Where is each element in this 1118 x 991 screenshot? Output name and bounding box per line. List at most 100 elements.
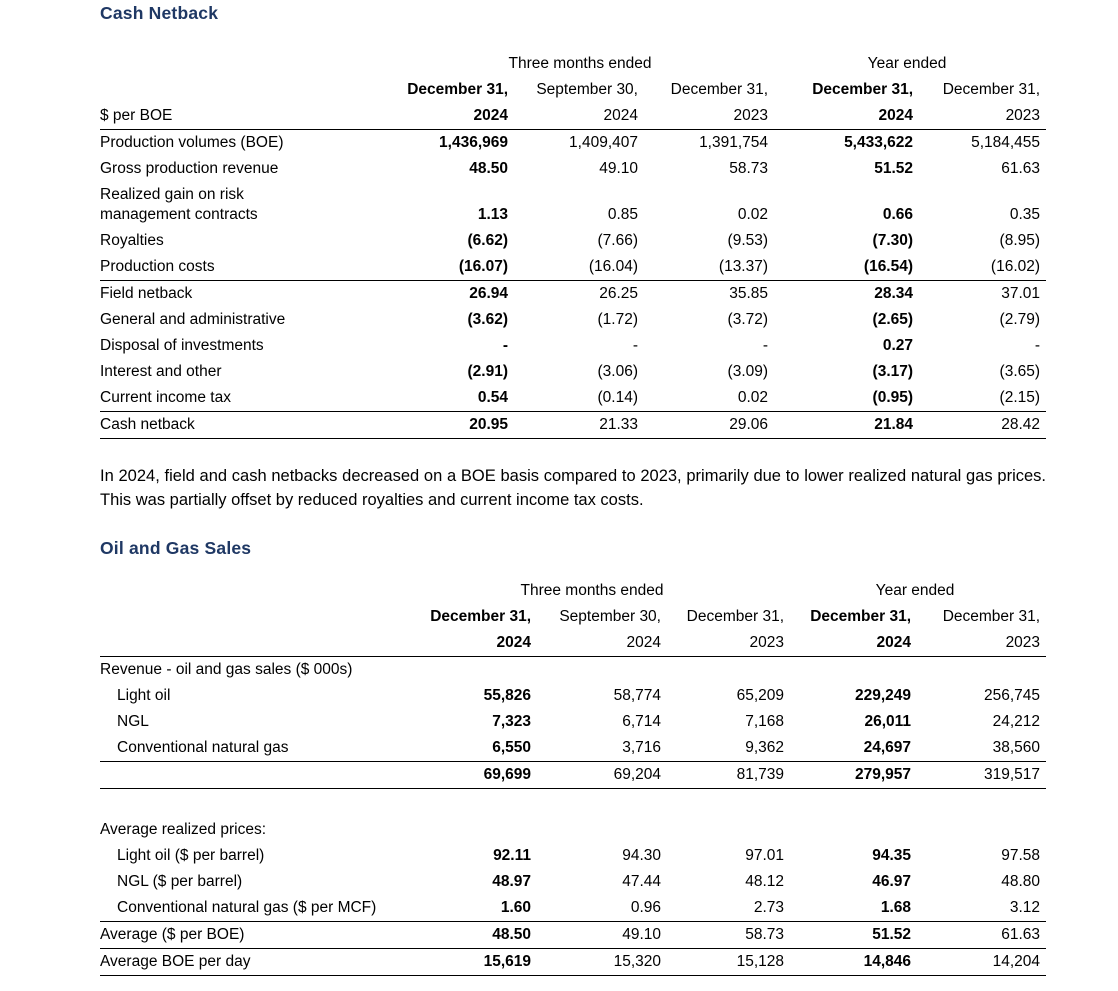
table-row: Average BOE per day 15,619 15,320 15,128 14,…	[100, 948, 1047, 976]
date-header: December 31,	[810, 608, 912, 625]
year-header-row: 2024 2024 2023 2024 2023	[100, 630, 1047, 657]
value-cell: 256,745	[984, 687, 1041, 704]
value-cell: (3.72)	[727, 311, 769, 328]
table-row: Interest and other (2.91) (3.06) (3.09) (3.1…	[100, 359, 1046, 385]
value-cell: 5,433,622	[844, 134, 914, 151]
year-header: 2023	[917, 630, 1047, 657]
value-cell	[537, 657, 667, 684]
value-cell: 35.85	[729, 285, 769, 302]
value-cell: (3.06)	[597, 363, 639, 380]
oil-gas-sales-table: Three months ended Year ended December 3…	[100, 578, 1047, 976]
value-cell: (16.07)	[392, 254, 514, 281]
date-header-row: December 31, September 30, December 31, …	[100, 604, 1046, 630]
value-cell: (3.62)	[467, 311, 509, 328]
value-cell: (2.91)	[467, 363, 509, 380]
value-cell: 14,204	[917, 948, 1047, 976]
value-cell: (7.30)	[872, 232, 914, 249]
table-row: Disposal of investments - - - 0.27 -	[100, 333, 1046, 359]
value-cell: 28.42	[919, 411, 1047, 439]
row-label: Average realized prices:	[100, 820, 266, 838]
value-cell: 6,714	[622, 713, 661, 730]
value-cell: 69,204	[537, 761, 667, 789]
value-cell: 15,320	[537, 948, 667, 976]
value-cell: 1.13	[477, 206, 508, 223]
row-label: Average BOE per day	[100, 948, 400, 976]
row-label: Production volumes (BOE)	[100, 134, 284, 151]
cash-netback-table: Three months ended Year ended December 3…	[100, 51, 1047, 439]
value-cell: 229,249	[855, 687, 912, 704]
value-cell: (9.53)	[727, 232, 769, 249]
value-cell: (2.65)	[872, 311, 914, 328]
value-cell: 61.63	[917, 921, 1047, 949]
value-cell: 48.80	[1001, 872, 1041, 890]
empty-cell	[100, 51, 392, 77]
table-row: Production volumes (BOE) 1,436,969 1,409,4…	[100, 130, 1046, 157]
value-cell: 24,697	[790, 735, 918, 762]
value-cell: 61.63	[1001, 160, 1041, 177]
empty-cell	[100, 604, 400, 630]
value-cell: 319,517	[917, 761, 1047, 789]
value-cell: (13.37)	[644, 254, 775, 281]
table-row: 69,699 69,204 81,739 279,957 319,517	[100, 761, 1047, 789]
row-label: Cash netback	[100, 411, 392, 439]
row-label: Revenue - oil and gas sales ($ 000s)	[100, 661, 353, 678]
table-row: Royalties (6.62) (7.66) (9.53) (7.30) (8.95)	[100, 228, 1046, 254]
year-header: 2023	[667, 630, 791, 657]
value-cell: (2.15)	[919, 385, 1047, 412]
group-header-row: Three months ended Year ended	[100, 51, 1046, 77]
value-cell: 1,391,754	[699, 134, 769, 151]
value-cell: 26,011	[864, 713, 912, 730]
row-label: Average ($ per BOE)	[100, 921, 400, 949]
table-row: Light oil ($ per barrel) 92.11 94.30 97.01 9…	[100, 843, 1046, 869]
row-label: Royalties	[100, 232, 164, 249]
value-cell	[537, 817, 667, 843]
row-label: Disposal of investments	[100, 337, 264, 354]
group-header-row: Three months ended Year ended	[100, 578, 1046, 604]
table-row: Field netback 26.94 26.25 35.85 28.34 37.01	[100, 281, 1046, 308]
value-cell: 0.02	[644, 385, 775, 412]
value-cell: (0.14)	[514, 385, 644, 412]
value-cell: 24,212	[992, 713, 1041, 730]
value-cell: 92.11	[493, 846, 531, 864]
value-cell: 0.66	[882, 206, 914, 223]
section-title-oil-and-gas-sales: Oil and Gas Sales	[100, 538, 252, 558]
row-label: Production costs	[100, 254, 392, 281]
year-header: 2024	[392, 103, 514, 130]
table-row: NGL ($ per barrel) 48.97 47.44 48.12 46.97 48…	[100, 869, 1046, 895]
value-cell: 48.50	[400, 921, 537, 949]
table-row: Average realized prices:	[100, 817, 1046, 843]
value-cell: 3.12	[917, 894, 1047, 922]
value-cell: 2.73	[667, 894, 791, 922]
value-cell: 0.35	[1009, 206, 1041, 223]
value-cell: 69,699	[400, 761, 537, 789]
row-label: Light oil	[117, 687, 171, 704]
value-cell: 49.10	[599, 160, 638, 177]
value-cell: (3.65)	[999, 363, 1041, 380]
report-page: Cash Netback Three months ended Year end…	[100, 3, 1047, 976]
table-row: Conventional natural gas ($ per MCF) 1.60…	[100, 894, 1047, 922]
value-cell: 94.35	[872, 846, 912, 864]
value-cell: 1,436,969	[439, 134, 508, 151]
value-cell: -	[1034, 337, 1041, 354]
row-label: Conventional natural gas	[100, 735, 400, 762]
value-cell	[400, 657, 537, 684]
year-header: 2024	[537, 630, 667, 657]
table-row: General and administrative (3.62) (1.72) (3…	[100, 307, 1046, 333]
row-label: Realized gain on risk management contrac…	[100, 186, 258, 223]
date-header: December 31,	[942, 608, 1041, 625]
value-cell: -	[762, 337, 769, 354]
year-header-row: $ per BOE 2024 2024 2023 2024 2023	[100, 103, 1047, 130]
row-label-header	[100, 630, 400, 657]
row-label: NGL	[117, 713, 149, 730]
value-cell: (2.79)	[999, 311, 1041, 328]
value-cell: 48.97	[492, 872, 531, 890]
spacer-cell	[100, 789, 1046, 817]
value-cell: 46.97	[872, 872, 912, 890]
value-cell: 94.30	[622, 846, 661, 864]
commentary-paragraph: In 2024, field and cash netbacks decreas…	[100, 467, 1046, 509]
row-label: NGL ($ per barrel)	[117, 872, 243, 890]
date-header: December 31,	[812, 81, 914, 98]
value-cell: (8.95)	[999, 232, 1041, 249]
value-cell: 48.12	[745, 872, 785, 890]
value-cell: (3.17)	[872, 363, 914, 380]
